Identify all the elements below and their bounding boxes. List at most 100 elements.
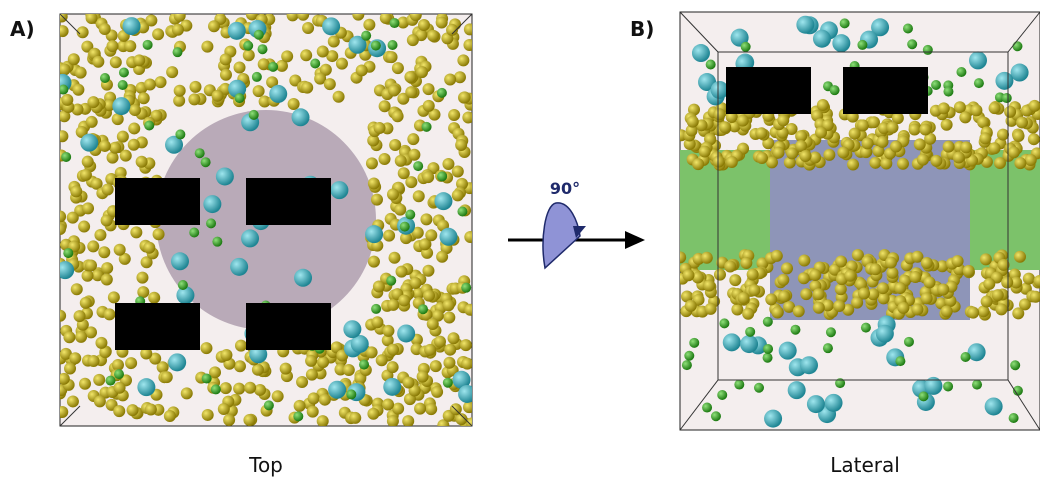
atom: [992, 289, 1004, 301]
atom: [460, 339, 472, 351]
atom: [387, 188, 399, 200]
atom: [909, 271, 921, 283]
atom: [837, 146, 849, 158]
atom: [281, 50, 293, 62]
atom: [322, 17, 340, 35]
atom: [352, 9, 364, 21]
atom: [741, 42, 751, 52]
atom: [272, 390, 284, 402]
atom: [917, 154, 929, 166]
atom: [980, 253, 992, 265]
atom: [961, 352, 971, 362]
atom: [123, 17, 141, 35]
atom: [745, 327, 755, 337]
atom: [817, 99, 829, 111]
atom: [301, 82, 313, 94]
atom: [359, 360, 369, 370]
atom: [763, 353, 773, 363]
atom: [886, 121, 898, 133]
atom: [807, 395, 825, 413]
atom: [368, 256, 380, 268]
atom: [1013, 130, 1025, 142]
atom: [87, 240, 99, 252]
atom: [101, 262, 113, 274]
atom: [417, 371, 429, 383]
atom: [356, 64, 368, 76]
atom: [407, 34, 419, 46]
atom: [220, 382, 232, 394]
atom: [682, 269, 694, 281]
atom: [868, 116, 880, 128]
atom: [349, 412, 361, 424]
atom: [941, 305, 953, 317]
atom: [386, 51, 398, 63]
atom: [974, 78, 984, 88]
atom: [452, 189, 464, 201]
atom: [112, 359, 124, 371]
atom: [437, 171, 447, 181]
atom: [878, 292, 890, 304]
atom: [813, 30, 831, 48]
atom: [128, 139, 140, 151]
atom: [443, 357, 455, 369]
atom: [674, 251, 686, 263]
atom: [168, 353, 186, 371]
atom: [740, 335, 758, 353]
atom: [367, 408, 379, 420]
atom: [379, 100, 391, 112]
atom: [189, 81, 201, 93]
atom: [398, 167, 410, 179]
atom: [203, 195, 221, 213]
atom: [742, 308, 754, 320]
atom: [233, 383, 245, 395]
atom: [413, 190, 425, 202]
atom: [885, 257, 897, 269]
atom: [99, 23, 111, 35]
atom: [82, 156, 94, 168]
atom: [389, 139, 401, 151]
atom: [461, 283, 471, 293]
atom: [756, 152, 768, 164]
atom: [684, 351, 694, 361]
atom: [371, 194, 383, 206]
atom: [138, 92, 150, 104]
atom: [943, 141, 955, 153]
atom: [823, 343, 833, 353]
atom: [223, 414, 235, 426]
atom: [82, 270, 94, 282]
atom: [434, 336, 446, 348]
atom: [1016, 117, 1028, 129]
atom: [398, 294, 410, 306]
atom: [1008, 146, 1020, 158]
atom: [1014, 251, 1026, 263]
atom: [280, 363, 292, 375]
atom: [297, 9, 309, 21]
atom: [307, 406, 319, 418]
atom: [989, 102, 1001, 114]
atom: [330, 181, 348, 199]
atom: [969, 51, 987, 69]
atom: [216, 167, 234, 185]
atom: [296, 376, 308, 388]
atom: [287, 9, 299, 21]
atom: [963, 265, 975, 277]
atom: [143, 242, 155, 254]
atom: [765, 293, 777, 305]
atom: [396, 266, 408, 278]
atom: [959, 111, 971, 123]
atom: [383, 230, 395, 242]
atom: [305, 355, 317, 367]
atom: [790, 325, 800, 335]
atom: [466, 417, 478, 429]
atom: [781, 262, 793, 274]
atom: [444, 344, 456, 356]
atom: [425, 229, 437, 241]
atom: [172, 24, 184, 36]
atom: [117, 131, 129, 143]
atom: [258, 58, 270, 70]
atom: [264, 400, 274, 410]
atom: [181, 387, 193, 399]
atom: [98, 246, 110, 258]
atom: [366, 157, 378, 169]
atom: [983, 278, 995, 290]
